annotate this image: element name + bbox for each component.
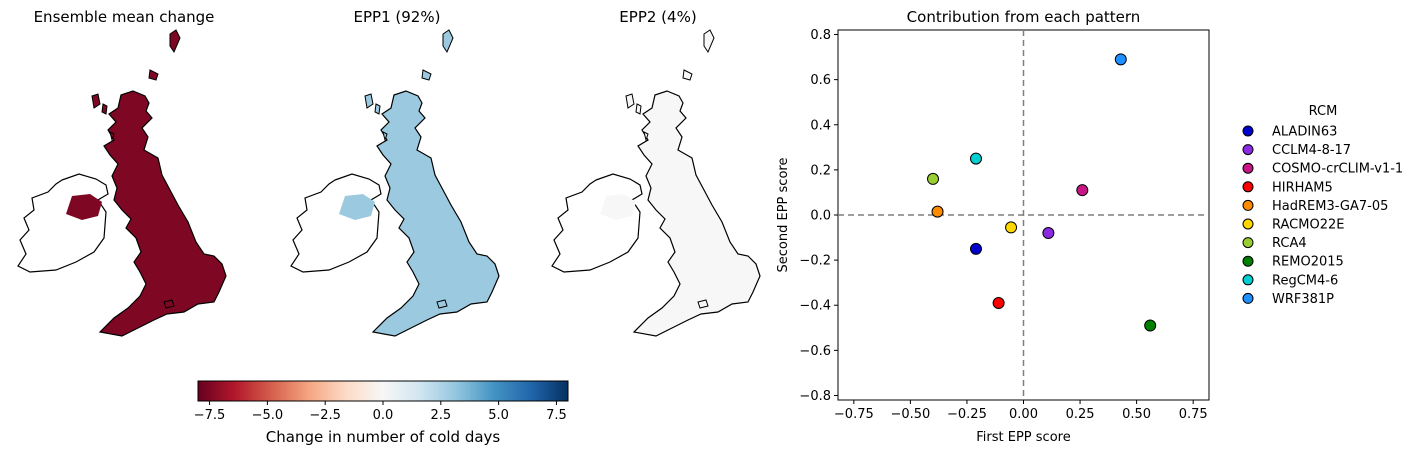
x-tick-label: 0.50 xyxy=(1122,407,1151,422)
scatter-point xyxy=(969,152,982,165)
colorbar xyxy=(197,380,569,402)
map-panel xyxy=(551,29,761,337)
map-ireland xyxy=(551,173,643,273)
legend-marker xyxy=(1242,237,1254,249)
map-title: Ensemble mean change xyxy=(34,8,215,26)
x-tick-label: −0.25 xyxy=(947,407,987,422)
y-tick-label: 0.4 xyxy=(810,118,831,133)
x-tick-label: −0.75 xyxy=(834,407,874,422)
scatter-point xyxy=(1005,221,1018,234)
scatter-point xyxy=(992,296,1005,309)
y-tick-label: 0.0 xyxy=(810,209,831,224)
x-tick-label: 0.00 xyxy=(1009,407,1038,422)
map-panel xyxy=(290,29,500,337)
colorbar-tick-label: 5.0 xyxy=(488,408,509,423)
colorbar-tick-label: −7.5 xyxy=(194,408,226,423)
x-tick-label: 0.75 xyxy=(1179,407,1208,422)
legend-marker xyxy=(1242,218,1254,230)
colorbar-tick-label: −2.5 xyxy=(309,408,341,423)
map-great-britain xyxy=(372,90,500,337)
colorbar-tick-label: −5.0 xyxy=(252,408,284,423)
legend-marker xyxy=(1242,255,1254,267)
legend-label: ALADIN63 xyxy=(1272,125,1337,140)
x-axis-label: First EPP score xyxy=(976,430,1070,445)
map-great-britain xyxy=(99,90,227,337)
legend-label: WRF381P xyxy=(1272,292,1334,307)
scatter-point xyxy=(931,205,944,218)
colorbar-label: Change in number of cold days xyxy=(266,428,501,446)
legend-marker xyxy=(1242,181,1254,193)
map-title: EPP2 (4%) xyxy=(619,8,696,26)
map-ireland xyxy=(290,173,382,273)
legend-marker xyxy=(1242,125,1254,137)
map-northern-ireland xyxy=(339,194,375,220)
y-tick-label: −0.8 xyxy=(799,389,831,404)
scatter-point xyxy=(1114,53,1127,66)
legend-label: RACMO22E xyxy=(1272,218,1344,233)
map-northern-ireland xyxy=(600,194,636,220)
x-tick-label: 0.25 xyxy=(1066,407,1095,422)
legend-marker xyxy=(1242,199,1254,211)
x-tick-label: −0.50 xyxy=(890,407,930,422)
legend-marker xyxy=(1242,162,1254,174)
map-northern-ireland xyxy=(66,194,102,220)
legend-label: COSMO-crCLIM-v1-1 xyxy=(1272,162,1403,177)
scatter-point xyxy=(1076,184,1089,197)
y-tick-label: −0.2 xyxy=(799,254,831,269)
scatter-point xyxy=(1042,227,1055,240)
map-ireland xyxy=(17,173,109,273)
legend-label: RCA4 xyxy=(1272,236,1307,251)
legend-label: CCLM4-8-17 xyxy=(1272,143,1351,158)
colorbar-tick-label: 2.5 xyxy=(430,408,451,423)
y-tick-label: 0.2 xyxy=(810,163,831,178)
y-tick-label: −0.4 xyxy=(799,299,831,314)
legend-label: REMO2015 xyxy=(1272,255,1344,270)
colorbar-tick-label: 7.5 xyxy=(546,408,567,423)
legend-label: HIRHAM5 xyxy=(1272,180,1333,195)
map-title: EPP1 (92%) xyxy=(354,8,441,26)
scatter-point xyxy=(1144,319,1157,332)
map-great-britain xyxy=(633,90,761,337)
y-tick-label: 0.6 xyxy=(810,73,831,88)
scatter-point xyxy=(927,172,940,185)
legend-marker xyxy=(1242,274,1254,286)
legend-marker xyxy=(1242,292,1254,304)
legend-marker xyxy=(1242,144,1254,156)
y-tick-label: 0.8 xyxy=(810,28,831,43)
colorbar-tick-label: 0.0 xyxy=(373,408,394,423)
scatter-point xyxy=(969,242,982,255)
scatter-title: Contribution from each pattern xyxy=(907,8,1141,26)
y-tick-label: −0.6 xyxy=(799,344,831,359)
legend-label: RegCM4-6 xyxy=(1272,273,1338,288)
legend-label: HadREM3-GA7-05 xyxy=(1272,199,1388,214)
legend-title: RCM xyxy=(1309,104,1338,119)
map-panel xyxy=(17,29,227,337)
y-axis-label: Second EPP score xyxy=(776,158,791,273)
